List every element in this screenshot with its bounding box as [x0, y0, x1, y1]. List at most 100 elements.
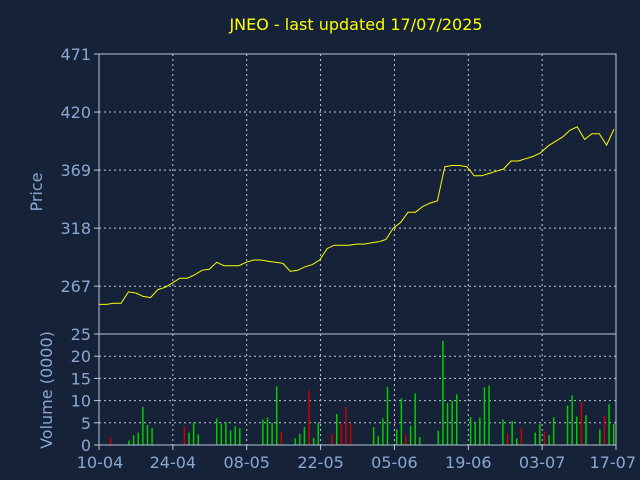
- volume-bar: [234, 426, 236, 445]
- volume-y-ticks: 25 20 15 10 5 0: [71, 325, 99, 455]
- volume-bar: [349, 422, 352, 445]
- volume-bar: [405, 433, 407, 445]
- chart-title: JNEO - last updated 17/07/2025: [228, 15, 482, 34]
- plot-frames: [98, 53, 617, 446]
- volume-bar: [474, 422, 476, 445]
- volume-bar: [511, 421, 513, 445]
- volume-bar: [312, 437, 315, 445]
- volume-tick-label: 25: [71, 325, 91, 344]
- volume-bar: [437, 430, 440, 445]
- volume-bar: [335, 413, 338, 445]
- x-tick-label: 08-05: [223, 453, 270, 472]
- volume-tick-label: 0: [81, 436, 91, 455]
- price-series: [99, 126, 615, 305]
- volume-bar: [446, 402, 449, 445]
- volume-bar: [543, 431, 546, 445]
- volume-bar: [534, 432, 536, 445]
- volume-bar: [455, 394, 458, 445]
- volume-bar: [603, 415, 606, 445]
- volume-bar: [576, 416, 578, 445]
- volume-bar: [215, 418, 218, 445]
- volume-bar: [469, 417, 472, 445]
- x-tick-label: 03-07: [519, 453, 566, 472]
- volume-bar: [197, 434, 199, 445]
- volume-plot-frame: [98, 333, 617, 446]
- volume-bar: [400, 398, 403, 445]
- volume-bar: [372, 427, 375, 445]
- volume-bar: [386, 386, 389, 445]
- x-ticks: 10-04 24-04 08-05 22-05 05-06 19-06 03-07 17-07: [77, 445, 636, 472]
- volume-bar: [585, 415, 587, 445]
- price-y-ticks: 471 420 369 318 267: [60, 45, 99, 296]
- volume-bar: [414, 393, 416, 445]
- volume-bar: [229, 430, 232, 445]
- volume-bar: [142, 406, 144, 445]
- volume-bar: [548, 435, 550, 445]
- price-tick-label: 267: [60, 277, 91, 296]
- volume-bar: [566, 405, 569, 445]
- volume-bars: [109, 340, 615, 445]
- volume-bar: [377, 436, 380, 445]
- volume-bar: [183, 426, 186, 445]
- volume-tick-label: 10: [71, 392, 91, 411]
- price-tick-label: 471: [60, 45, 91, 64]
- volume-bar: [382, 418, 384, 445]
- volume-bar: [275, 386, 278, 445]
- volume-bar: [188, 432, 190, 445]
- volume-tick-label: 15: [71, 369, 91, 388]
- volume-bar: [539, 424, 541, 445]
- volume-bar: [409, 425, 412, 445]
- volume-bar: [239, 428, 241, 445]
- volume-bar: [331, 433, 333, 445]
- volume-axis-label: Volume (0000): [37, 331, 56, 449]
- volume-grid: [99, 334, 616, 445]
- x-tick-label: 17-07: [590, 453, 637, 472]
- volume-bar: [502, 419, 504, 445]
- volume-tick-label: 5: [81, 414, 91, 433]
- volume-bar: [599, 429, 601, 445]
- x-tick-label: 24-04: [150, 453, 197, 472]
- volume-bar: [451, 400, 453, 445]
- volume-bar: [608, 404, 610, 445]
- volume-bar: [109, 437, 112, 445]
- volume-bar: [128, 440, 130, 445]
- volume-bar: [612, 424, 615, 445]
- volume-bar: [294, 438, 296, 445]
- x-tick-label: 22-05: [297, 453, 344, 472]
- x-tick-label: 10-04: [77, 453, 124, 472]
- x-tick-label: 19-06: [445, 453, 492, 472]
- volume-bar: [262, 419, 264, 445]
- volume-bar: [271, 422, 273, 445]
- volume-bar: [340, 423, 343, 445]
- volume-bar: [419, 437, 421, 445]
- volume-bar: [280, 431, 283, 445]
- volume-bar: [192, 422, 195, 445]
- volume-bar: [266, 417, 269, 445]
- price-grid: [99, 53, 616, 334]
- volume-bar: [225, 421, 227, 445]
- volume-bar: [220, 423, 223, 445]
- volume-bar: [571, 395, 573, 445]
- price-tick-label: 369: [60, 161, 91, 180]
- volume-bar: [303, 427, 306, 445]
- volume-bar: [506, 433, 509, 445]
- volume-bar: [520, 428, 523, 445]
- volume-bar: [442, 340, 444, 445]
- volume-bar: [516, 438, 518, 445]
- price-tick-label: 318: [60, 219, 91, 238]
- volume-bar: [137, 432, 139, 445]
- volume-bar: [479, 417, 481, 445]
- volume-bar: [146, 425, 149, 445]
- price-tick-label: 420: [60, 103, 91, 122]
- volume-tick-label: 20: [71, 347, 91, 366]
- x-tick-label: 05-06: [371, 453, 418, 472]
- price-axis-label: Price: [27, 172, 46, 211]
- volume-bar: [580, 401, 583, 445]
- volume-bar: [345, 406, 347, 445]
- price-line: [99, 126, 615, 305]
- volume-bar: [483, 387, 486, 445]
- volume-bar: [132, 435, 135, 445]
- volume-bar: [552, 417, 555, 445]
